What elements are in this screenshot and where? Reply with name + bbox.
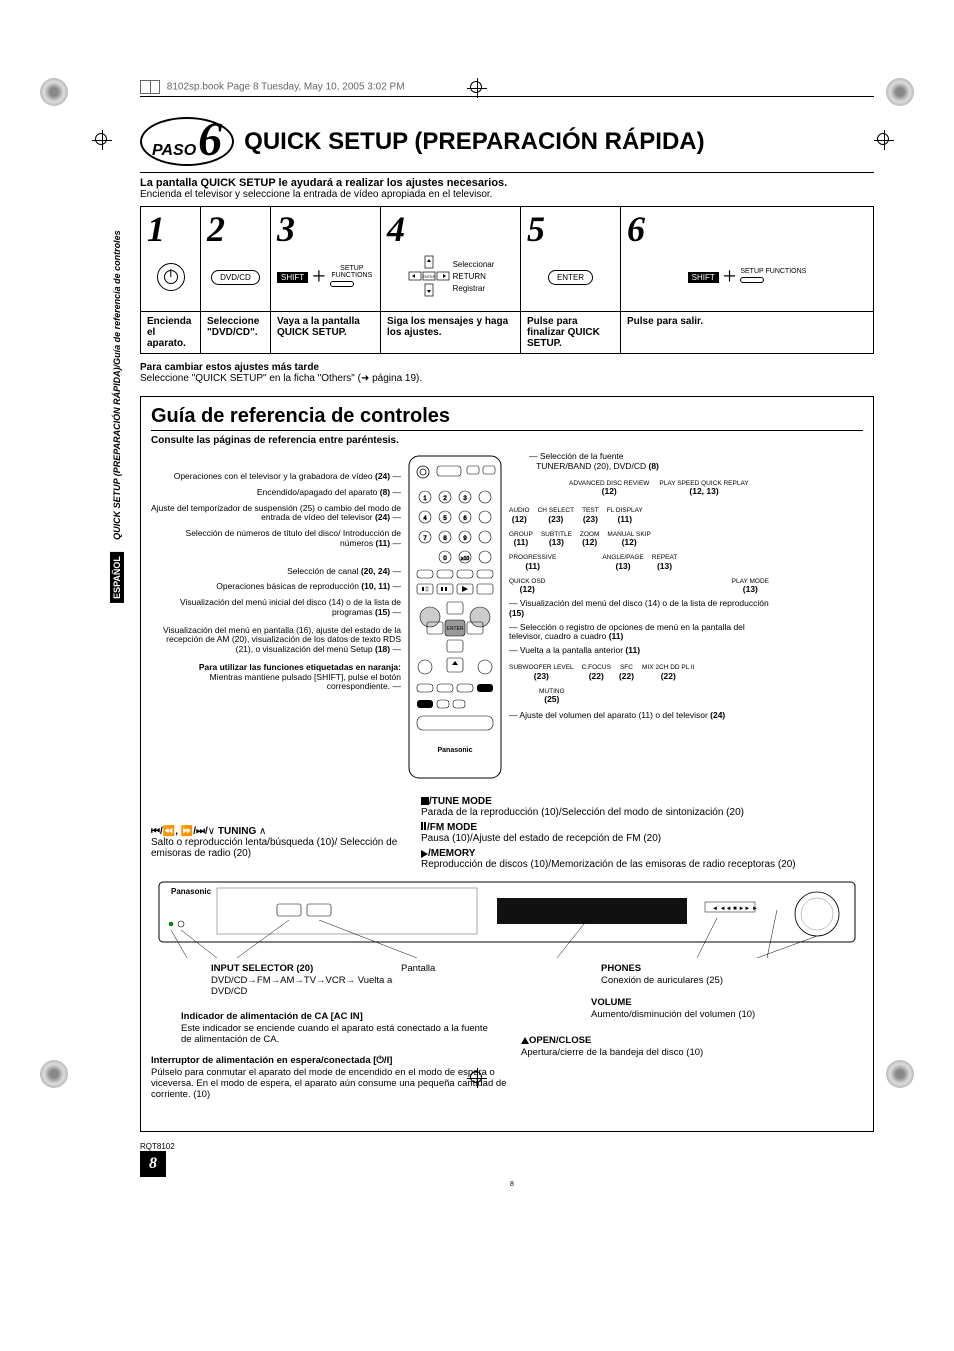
meta-header: 8102sp.book Page 8 Tuesday, May 10, 2005… bbox=[140, 80, 874, 97]
stop-icon bbox=[421, 797, 429, 805]
step-desc-3: Vaya a la pantalla QUICK SETUP. bbox=[271, 312, 381, 354]
step-desc-2: Seleccione "DVD/CD". bbox=[201, 312, 271, 354]
guide-box: Guía de referencia de controles Consulte… bbox=[140, 396, 874, 1132]
main-unit-diagram: Panasonic ◄ ◄◄ ■ ►► ► bbox=[151, 870, 863, 963]
change-later-text: Seleccione "QUICK SETUP" en la ficha "Ot… bbox=[140, 373, 874, 384]
lang-badge: ESPAÑOL bbox=[110, 552, 124, 603]
step-desc-6: Pulse para salir. bbox=[621, 312, 874, 354]
step-desc-1: Encienda el aparato. bbox=[141, 312, 201, 354]
step-num-3: 3 bbox=[277, 211, 374, 247]
change-later-title: Para cambiar estos ajustes más tarde bbox=[140, 362, 874, 373]
unit-labels: INPUT SELECTOR (20)DVD/CD→FM→AM→TV→VCR→ … bbox=[151, 963, 863, 1123]
ret-label: RETURN bbox=[453, 273, 495, 281]
guide-sub: Consulte las páginas de referencia entre… bbox=[151, 435, 863, 446]
setup-func-label: SETUP FUNCTIONS bbox=[330, 265, 374, 279]
power-icon bbox=[157, 263, 185, 291]
shift-badge: SHIFT bbox=[277, 272, 308, 283]
remote-right-column: — Selección de la fuente TUNER/BAND (20)… bbox=[509, 452, 769, 784]
intro-bold: La pantalla QUICK SETUP le ayudará a rea… bbox=[140, 177, 874, 189]
remote-diagram: 1 2 3 4 5 6 7 8 9 0 ≥10 bbox=[405, 452, 505, 784]
step-num-2: 2 bbox=[207, 211, 264, 247]
dpad-icon: ENTER bbox=[407, 254, 451, 298]
svg-text:≥10: ≥10 bbox=[461, 556, 470, 562]
svg-text:Panasonic: Panasonic bbox=[437, 747, 472, 754]
page-number: 8 bbox=[140, 1151, 166, 1177]
step-desc-4: Siga los mensajes y haga los ajustes. bbox=[381, 312, 521, 354]
paso-badge: PASO 6 bbox=[140, 117, 234, 166]
remote-left-column: Operaciones con el televisor y la grabad… bbox=[151, 452, 401, 784]
section-label: QUICK SETUP (PREPARACIÓN RÁPIDA)/Guía de… bbox=[112, 230, 122, 540]
sheet-number: 8 bbox=[150, 1181, 874, 1188]
sel-label: Seleccionar bbox=[453, 261, 495, 269]
enter-button: ENTER bbox=[548, 270, 593, 285]
step-num-6: 6 bbox=[627, 211, 867, 247]
dvdcd-button: DVD/CD bbox=[211, 270, 260, 285]
book-icon bbox=[140, 80, 160, 94]
svg-text:Panasonic: Panasonic bbox=[171, 887, 212, 896]
meta-text: 8102sp.book Page 8 Tuesday, May 10, 2005… bbox=[167, 82, 405, 93]
side-tab: ESPAÑOL QUICK SETUP (PREPARACIÓN RÁPIDA)… bbox=[110, 230, 124, 603]
step-num-5: 5 bbox=[527, 211, 614, 247]
guide-title: Guía de referencia de controles bbox=[151, 405, 863, 428]
setup-func-label-2: SETUP FUNCTIONS bbox=[740, 268, 806, 275]
rqt-code: RQT8102 bbox=[140, 1142, 874, 1151]
svg-text:ENTER: ENTER bbox=[447, 626, 464, 632]
play-icon bbox=[421, 850, 428, 858]
steps-table: 1 2 DVD/CD 3 SHIFT + SETUP FUNCTIONS 4 bbox=[140, 206, 874, 354]
eject-icon bbox=[521, 1037, 529, 1044]
step-desc-5: Pulse para finalizar QUICK SETUP. bbox=[521, 312, 621, 354]
svg-text:ENTER: ENTER bbox=[422, 274, 436, 279]
step-num-1: 1 bbox=[147, 211, 194, 247]
intro-text: Encienda el televisor y seleccione la en… bbox=[140, 189, 874, 200]
paso-number: 6 bbox=[198, 121, 222, 159]
tune-mode-block: ⏮/⏪, ⏩/⏭/∨ TUNING ∧ Salto o reproducción… bbox=[151, 796, 863, 870]
svg-text:◄ ◄◄ ■ ►► ►: ◄ ◄◄ ■ ►► ► bbox=[712, 906, 758, 912]
paso-label: PASO bbox=[152, 142, 196, 160]
reg-label: Registrar bbox=[453, 285, 495, 293]
shift-badge-2: SHIFT bbox=[688, 272, 719, 283]
main-title: QUICK SETUP (PREPARACIÓN RÁPIDA) bbox=[244, 128, 704, 156]
step-num-4: 4 bbox=[387, 211, 514, 247]
